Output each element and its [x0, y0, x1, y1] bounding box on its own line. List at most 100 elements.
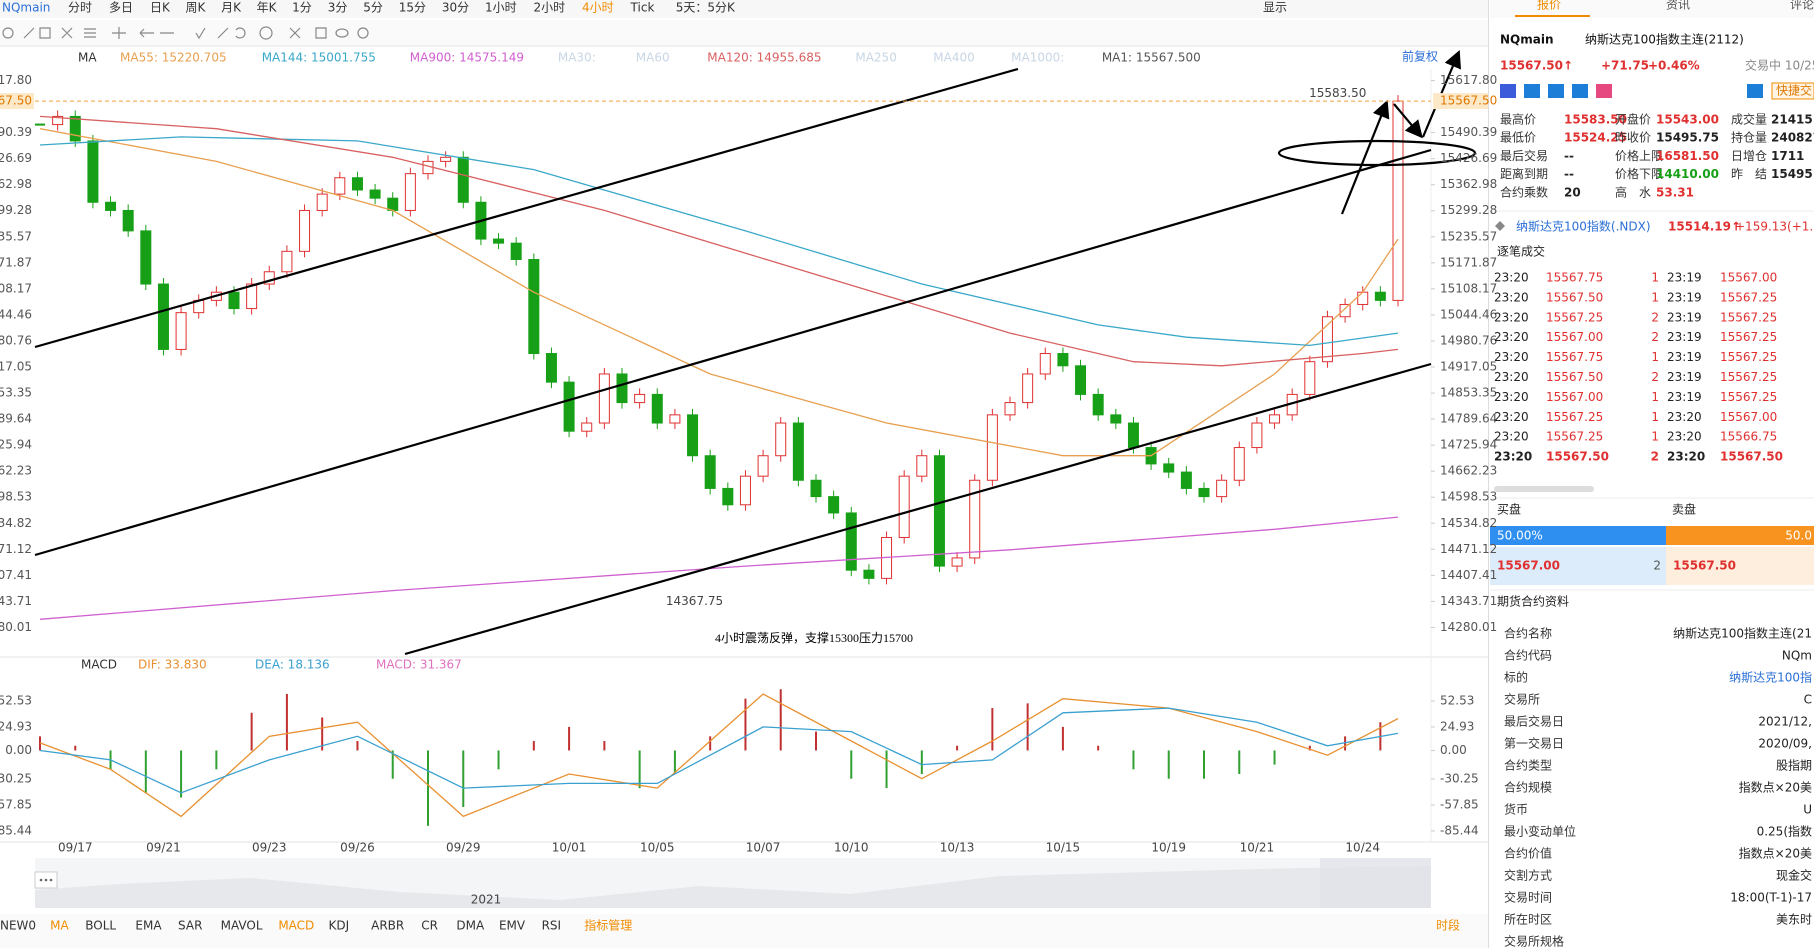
- indicator-tab[interactable]: CR: [421, 919, 438, 933]
- candle: [563, 381, 575, 432]
- legend-entry[interactable]: MA900: 14575.149: [410, 51, 524, 65]
- tick-volume: 1: [1651, 390, 1659, 404]
- period-tab[interactable]: Tick: [630, 1, 655, 15]
- period-tab[interactable]: 年K: [257, 1, 278, 15]
- tick-time: 23:19: [1667, 271, 1702, 285]
- adjust-toggle[interactable]: 前复权: [1402, 49, 1438, 64]
- period-tab[interactable]: 15分: [399, 1, 426, 15]
- panel-tab[interactable]: 评论: [1790, 0, 1814, 12]
- tick-price: 15567.25: [1720, 290, 1777, 304]
- scrollbar[interactable]: [1494, 486, 1594, 492]
- period-tab[interactable]: 4小时: [582, 1, 614, 15]
- indicator-tab[interactable]: EMV: [499, 919, 526, 933]
- indicator-tab[interactable]: RSI: [542, 919, 562, 933]
- index-icon: [1495, 221, 1505, 231]
- indicator-tab[interactable]: 指标管理: [584, 918, 632, 933]
- legend-entry[interactable]: MA120: 14955.685: [707, 51, 821, 65]
- y-tick-label: 14343.71: [1440, 594, 1497, 608]
- tick-time: 23:19: [1667, 370, 1702, 384]
- candle: [969, 479, 981, 559]
- panel-tab[interactable]: 资讯: [1666, 0, 1690, 12]
- y-tick-label: 14853.35: [1440, 386, 1497, 400]
- tick-time: 23:20: [1494, 390, 1529, 404]
- period-tab[interactable]: 日K: [150, 1, 171, 15]
- period-tab[interactable]: 5天：5分K: [676, 1, 736, 15]
- quote-status: 交易中 10/25 23:20(: [1745, 58, 1814, 73]
- y-tick-label: -57.85: [1440, 797, 1479, 811]
- indicator-tab[interactable]: BOLL: [85, 919, 116, 933]
- display-menu[interactable]: 显示: [1263, 1, 1287, 15]
- indicator-tab[interactable]: NEW0: [0, 919, 36, 933]
- contract-value: 纳斯达克100指: [1729, 670, 1812, 685]
- x-tick-label: 10/21: [1240, 841, 1275, 855]
- legend-entry[interactable]: MA30:: [558, 51, 596, 65]
- indicator-tab[interactable]: MACD: [278, 919, 314, 933]
- candle: [105, 201, 117, 211]
- quote-name: 纳斯达克100指数主连(2112): [1585, 32, 1744, 47]
- tick-time: 23:19: [1667, 350, 1702, 364]
- candle: [510, 242, 522, 261]
- y-tick-label: 14598.53: [1440, 490, 1497, 504]
- period-tab[interactable]: 分时: [68, 1, 92, 15]
- stat-value: 14410.00: [1656, 167, 1719, 181]
- contract-label: 标的: [1504, 670, 1528, 685]
- y-tick-label: 14280.01: [1440, 620, 1497, 634]
- indicator-tab[interactable]: EMA: [135, 919, 162, 933]
- index-name[interactable]: 纳斯达克100指数(.NDX): [1516, 219, 1651, 234]
- quote-icons[interactable]: [1500, 84, 1763, 98]
- period-tab[interactable]: 30分: [442, 1, 469, 15]
- period-tab[interactable]: 多日: [109, 1, 133, 15]
- contract-label: 所在时区: [1504, 913, 1552, 927]
- indicator-tab[interactable]: MA: [50, 919, 69, 933]
- navigator-year: 2021: [471, 893, 502, 907]
- period-tab[interactable]: 1小时: [485, 1, 517, 15]
- quick-trade-btn[interactable]: [1771, 82, 1814, 100]
- period-tab[interactable]: 周K: [186, 1, 207, 15]
- legend-entry[interactable]: MA144: 15001.755: [262, 51, 376, 65]
- symbol: NQmain: [2, 1, 50, 15]
- legend-entry: DEA: 18.136: [255, 658, 330, 672]
- candle: [528, 259, 540, 355]
- navigator-window[interactable]: [1320, 858, 1431, 908]
- stat-value: 53.31: [1656, 185, 1694, 199]
- contract-value: C: [1804, 693, 1812, 707]
- indicator-tab[interactable]: KDJ: [329, 919, 350, 933]
- stat-label: 昨收价: [1615, 131, 1651, 145]
- candle: [1304, 361, 1316, 395]
- drawing-tools[interactable]: [2, 26, 369, 40]
- y-tick-label-left: 15235.57: [0, 229, 32, 243]
- contract-label: 交易时间: [1504, 890, 1552, 905]
- indicator-tab[interactable]: DMA: [456, 919, 485, 933]
- period-tab[interactable]: 2小时: [533, 1, 565, 15]
- indicator-tab[interactable]: ARBR: [371, 919, 404, 933]
- legend-entry[interactable]: MA1: 15567.500: [1102, 51, 1201, 65]
- quick-trade[interactable]: 快捷交: [1776, 83, 1812, 98]
- candle: [898, 475, 910, 538]
- legend-entry[interactable]: MA1000:: [1011, 51, 1064, 65]
- contract-label: 合约代码: [1504, 648, 1552, 663]
- indicator-tab[interactable]: MAVOL: [221, 919, 263, 933]
- sell-bar: [1666, 526, 1814, 545]
- candle: [87, 140, 99, 203]
- contract-label: 第一交易日: [1504, 736, 1564, 751]
- legend-entry[interactable]: MA250: [855, 51, 896, 65]
- legend-entry[interactable]: MA60: [636, 51, 670, 65]
- candle: [404, 173, 416, 211]
- period-tab[interactable]: 5分: [363, 1, 383, 15]
- indicator-name: MA: [78, 51, 97, 65]
- candle: [1163, 463, 1175, 473]
- candle: [757, 455, 769, 477]
- period-tab[interactable]: 3分: [328, 1, 348, 15]
- period-tab[interactable]: 月K: [221, 1, 242, 15]
- y-tick-label-left: 14853.35: [0, 386, 32, 400]
- period-tab[interactable]: 1分: [292, 1, 312, 15]
- candle: [52, 115, 64, 126]
- indicator-tab[interactable]: SAR: [178, 919, 202, 933]
- candle: [1339, 303, 1351, 318]
- tick-volume: 1: [1651, 271, 1659, 285]
- legend-entry[interactable]: MA400: [933, 51, 974, 65]
- period-button[interactable]: 时段: [1436, 918, 1460, 933]
- panel-tab[interactable]: 报价: [1537, 0, 1561, 12]
- legend-entry[interactable]: MA55: 15220.705: [120, 51, 227, 65]
- ask-price: 15567.50: [1673, 559, 1736, 573]
